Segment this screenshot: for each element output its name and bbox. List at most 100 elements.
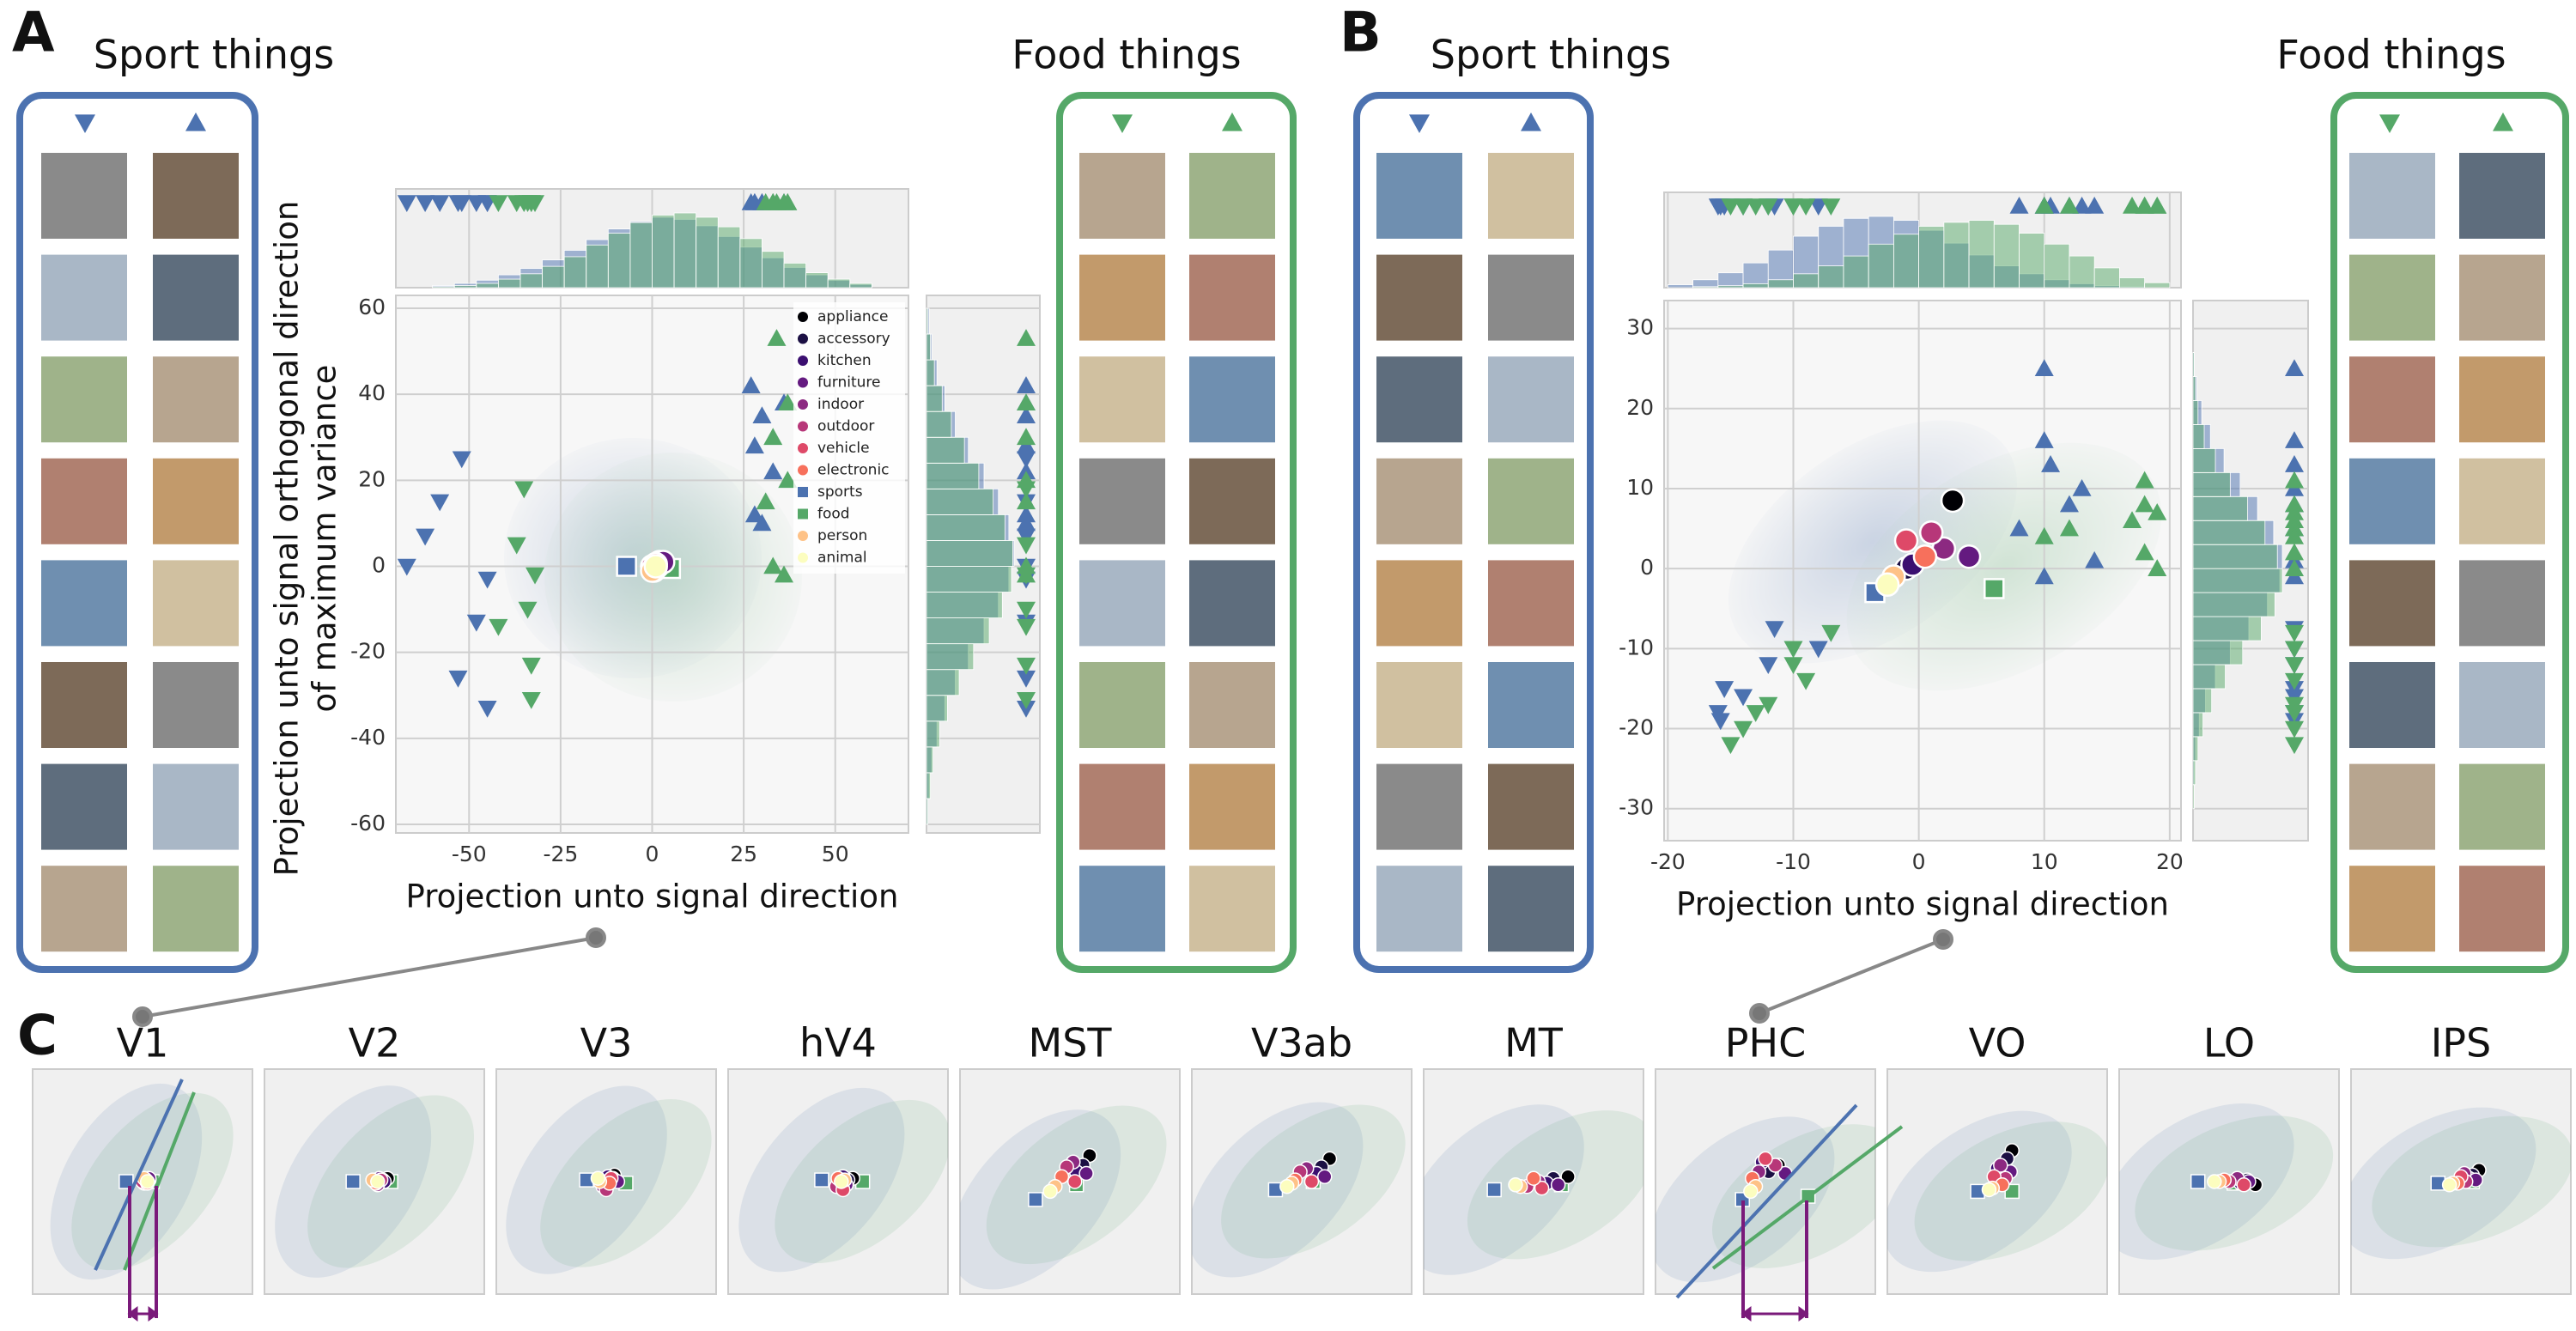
hist-bar bbox=[1818, 265, 1844, 289]
extreme-point bbox=[477, 571, 497, 589]
x-tick-label: -50 bbox=[452, 842, 487, 866]
extreme-point-side bbox=[1017, 691, 1036, 709]
hist-bar bbox=[926, 359, 935, 386]
extreme-point bbox=[2034, 567, 2054, 585]
area-title: V1 bbox=[117, 1020, 169, 1067]
glyph bbox=[2379, 114, 2400, 133]
legend-label: outdoor bbox=[817, 418, 874, 435]
extreme-point bbox=[416, 528, 435, 546]
small-plot bbox=[1655, 1068, 1876, 1295]
extreme-point-top bbox=[1734, 198, 1753, 216]
y-tick-label: 20 bbox=[1626, 395, 1654, 420]
hist-bar bbox=[629, 222, 653, 289]
extreme-point bbox=[752, 514, 772, 532]
legend-label: person bbox=[817, 527, 867, 544]
hist-bar bbox=[2044, 243, 2070, 289]
category-mean bbox=[834, 1174, 849, 1189]
box-title: Food things bbox=[1012, 32, 1241, 78]
extreme-point bbox=[1734, 720, 1753, 738]
category-mean bbox=[1981, 1182, 1997, 1198]
extreme-point bbox=[521, 657, 541, 675]
extreme-point-side bbox=[2285, 624, 2304, 642]
hist-bar bbox=[2192, 495, 2248, 521]
category-mean bbox=[1743, 1183, 1759, 1200]
box-title: Sport things bbox=[94, 32, 334, 78]
photo bbox=[2459, 356, 2545, 443]
extreme-point-top bbox=[1808, 198, 1828, 216]
area-title: MT bbox=[1504, 1020, 1564, 1067]
hist-bar bbox=[1717, 285, 1744, 289]
x-tick-label: 0 bbox=[1912, 849, 1926, 874]
area-title: MST bbox=[1029, 1020, 1113, 1067]
extreme-point-top bbox=[1796, 198, 1816, 216]
category-mean bbox=[1560, 1169, 1576, 1185]
hist-bar bbox=[2192, 736, 2199, 762]
projection-lines bbox=[94, 1079, 1904, 1322]
photo bbox=[1376, 560, 1462, 647]
legend-marker bbox=[798, 399, 808, 410]
extreme-point bbox=[2148, 559, 2167, 576]
extreme-point bbox=[2148, 502, 2167, 520]
extreme-point-side bbox=[1017, 565, 1036, 583]
hist-bar bbox=[762, 251, 785, 289]
category-mean bbox=[814, 1172, 829, 1188]
x-tick-label: 20 bbox=[2156, 849, 2184, 874]
extreme-point-side bbox=[2285, 526, 2304, 544]
hist-bar bbox=[2192, 688, 2213, 714]
extreme-point-side bbox=[1017, 618, 1036, 636]
y-axis-label: of maximum variance bbox=[307, 365, 343, 713]
extreme-point-side bbox=[1017, 393, 1036, 410]
photo bbox=[2349, 662, 2435, 748]
extreme-point-side bbox=[1017, 406, 1036, 424]
extreme-point bbox=[763, 462, 783, 480]
extreme-point bbox=[1759, 657, 1778, 674]
hist-bar bbox=[926, 617, 990, 645]
category-mean bbox=[345, 1174, 361, 1189]
extreme-point-side bbox=[1017, 528, 1036, 546]
legend-marker bbox=[798, 377, 808, 388]
extreme-point-side bbox=[2285, 471, 2304, 489]
hist-bar bbox=[1767, 279, 1794, 289]
extreme-point bbox=[1821, 624, 1841, 642]
hist-bar bbox=[926, 798, 928, 825]
photo bbox=[1079, 458, 1165, 544]
hist-bar bbox=[432, 286, 455, 289]
hist-bar bbox=[926, 514, 1005, 541]
photo bbox=[1376, 153, 1462, 239]
hist-bar bbox=[2019, 233, 2045, 289]
category-mean bbox=[1526, 1170, 1541, 1186]
category-mean bbox=[1758, 1151, 1773, 1167]
photo bbox=[41, 560, 127, 647]
legend-label: animal bbox=[817, 550, 867, 567]
category-mean bbox=[1940, 488, 1965, 514]
extreme-point-side bbox=[1017, 436, 1036, 454]
category-mean bbox=[370, 1174, 386, 1189]
extreme-point-side bbox=[2285, 502, 2304, 520]
x-tick-label: -25 bbox=[543, 842, 578, 866]
extreme-point bbox=[1746, 705, 1765, 722]
category-mean bbox=[1078, 1165, 1094, 1182]
extreme-point bbox=[452, 451, 471, 469]
extreme-point-top bbox=[2085, 197, 2105, 214]
extreme-point bbox=[763, 556, 783, 574]
photo bbox=[1488, 254, 1574, 341]
extreme-point-top bbox=[2123, 197, 2142, 214]
glyph bbox=[1409, 114, 1430, 133]
photo bbox=[2349, 254, 2435, 341]
photo bbox=[1488, 560, 1574, 647]
glyph bbox=[2493, 112, 2513, 131]
x-tick-label: -10 bbox=[1776, 849, 1811, 874]
hist-bar bbox=[2192, 640, 2244, 666]
hist-bar bbox=[696, 216, 719, 289]
category-mean bbox=[2190, 1174, 2206, 1189]
extreme-point-side bbox=[2285, 543, 2304, 561]
y-tick-label: 30 bbox=[1626, 315, 1654, 340]
extreme-point-top bbox=[521, 195, 541, 212]
legend-marker bbox=[798, 421, 808, 432]
extreme-point-side bbox=[1017, 376, 1036, 393]
extreme-point bbox=[430, 494, 450, 512]
photo bbox=[2459, 153, 2545, 239]
extreme-point-side bbox=[2285, 559, 2304, 576]
hist-bar bbox=[563, 256, 587, 289]
